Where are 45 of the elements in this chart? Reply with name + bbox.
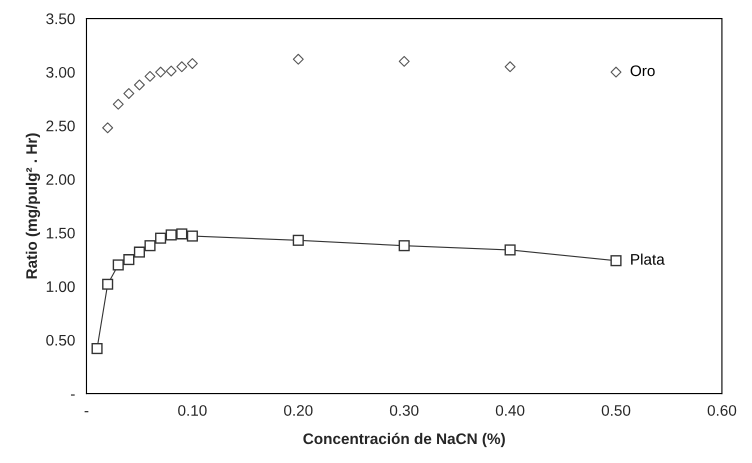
x-tick-label: 0.20 — [284, 405, 313, 416]
y-tick-label: 2.50 — [46, 120, 75, 132]
x-tick-label: 0.10 — [178, 405, 207, 416]
series-label: Plata — [631, 254, 665, 265]
point — [610, 255, 622, 266]
point — [102, 122, 114, 134]
point — [155, 66, 166, 78]
x-tick-label: 0.40 — [496, 405, 524, 416]
point — [112, 259, 124, 271]
point — [134, 79, 145, 90]
point — [292, 234, 304, 246]
x-tick-label: 0.30 — [390, 405, 418, 416]
point — [292, 54, 304, 65]
point — [123, 88, 134, 99]
point — [144, 240, 156, 252]
y-tick-label: 1.00 — [46, 281, 75, 292]
point — [186, 230, 198, 242]
point — [504, 61, 516, 72]
point — [144, 70, 156, 82]
point — [176, 228, 188, 240]
point — [398, 240, 410, 252]
y-tick-label: 3.00 — [46, 66, 75, 78]
series-label: Oro — [630, 65, 655, 76]
point — [155, 232, 166, 244]
y-axis-title: Ratio (mg/pulg² . Hr) — [26, 133, 40, 278]
x-tick-label: 0.50 — [602, 405, 630, 416]
point — [186, 58, 198, 69]
point — [123, 254, 134, 266]
point — [398, 56, 410, 67]
point — [166, 229, 177, 241]
point — [102, 278, 114, 290]
y-tick-label: 3.50 — [46, 13, 75, 24]
point — [92, 342, 103, 354]
point — [610, 66, 622, 78]
y-tick-label: - — [70, 394, 75, 396]
x-axis-title: Concentración de NaCN (%) — [303, 432, 505, 448]
y-tick-label: 2.00 — [46, 174, 75, 185]
x-tick-label: 0.60 — [708, 405, 736, 416]
point — [504, 244, 516, 256]
point — [112, 98, 124, 110]
point — [176, 61, 188, 72]
y-tick-label: 0.50 — [46, 334, 75, 346]
point — [166, 66, 177, 76]
y-tick-label: 1.50 — [46, 228, 75, 239]
point — [134, 246, 145, 258]
